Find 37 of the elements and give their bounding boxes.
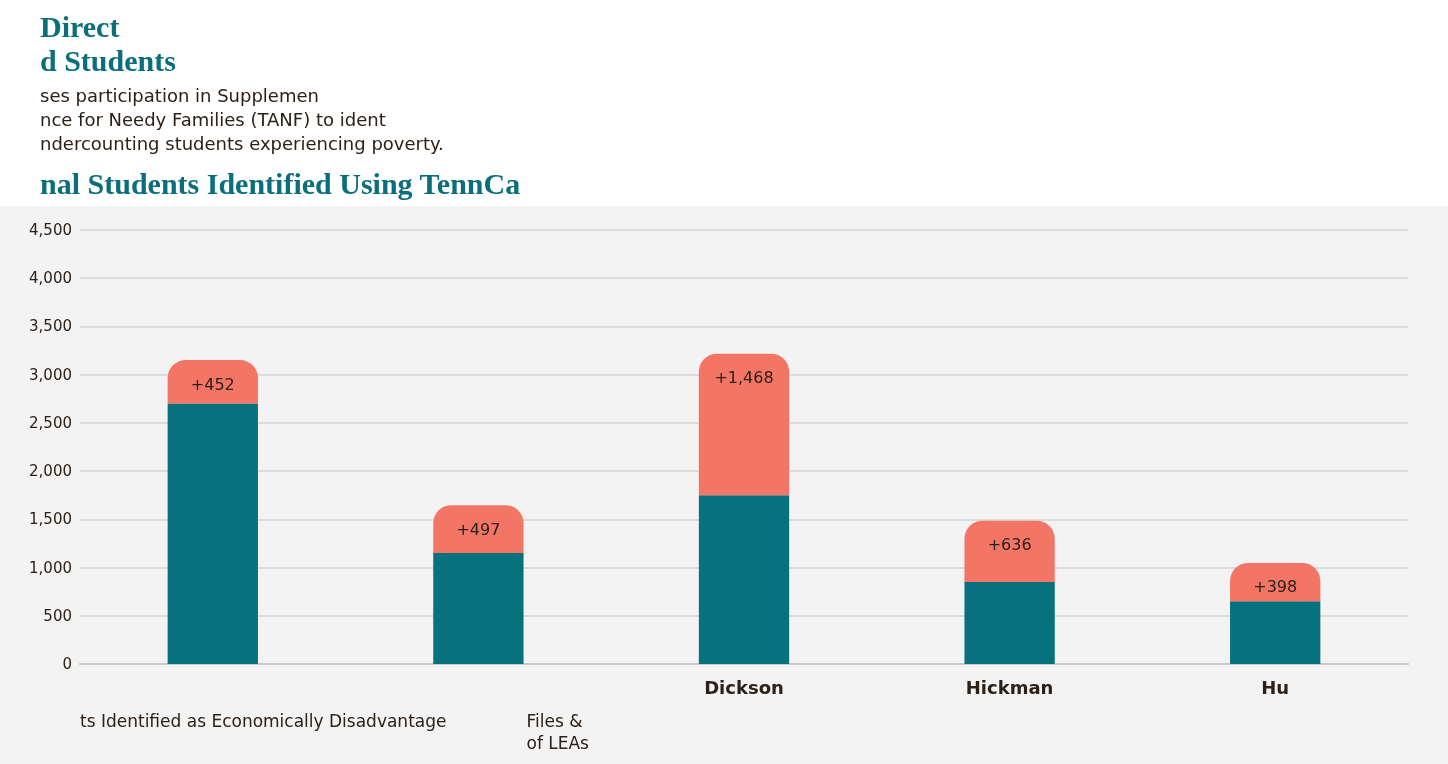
data-label: +497 [456, 519, 501, 539]
text: ndercounting students experiencing poverty. [40, 132, 445, 156]
y-tick-label: 2,000 [29, 462, 72, 481]
text: Direct [40, 10, 121, 44]
bar [433, 553, 524, 664]
text: nce for Needy Families (TANF) to ident [40, 108, 387, 132]
bar [167, 403, 258, 664]
y-tick-label: 2,500 [29, 413, 72, 432]
data-label: +1,468 [714, 368, 774, 388]
bar [964, 582, 1055, 664]
text: Files & [526, 710, 584, 732]
x-tick-label: Dickson [704, 676, 784, 698]
bar [167, 360, 258, 404]
bar [1230, 601, 1321, 664]
data-label: +398 [1253, 577, 1298, 597]
y-tick-label: 0 [62, 655, 72, 673]
x-tick-label: Hickman [965, 676, 1054, 698]
text: of LEAs [526, 732, 589, 754]
bar [698, 353, 790, 496]
bar [1230, 562, 1321, 602]
y-tick-label: 1,500 [29, 510, 72, 529]
y-tick-label: 3,000 [29, 365, 72, 384]
y-tick-label: 1,000 [29, 558, 72, 577]
y-tick-label: 4,000 [29, 269, 72, 288]
y-tick-label: 500 [43, 606, 72, 625]
bar [698, 495, 790, 664]
bar [964, 520, 1055, 583]
text: ses participation in Supplemen [40, 84, 320, 108]
data-label: +452 [190, 374, 235, 394]
bar [433, 505, 524, 554]
y-tick-label: 4,500 [29, 221, 72, 239]
x-tick-label: Hu [1261, 676, 1290, 698]
text: ts Identified as Economically Disadvantage [80, 710, 447, 732]
data-label: +636 [987, 535, 1032, 555]
chart-title: nal Students Identified Using TennCa [40, 166, 522, 202]
y-tick-label: 3,500 [29, 317, 72, 336]
text: d Students [40, 44, 177, 78]
